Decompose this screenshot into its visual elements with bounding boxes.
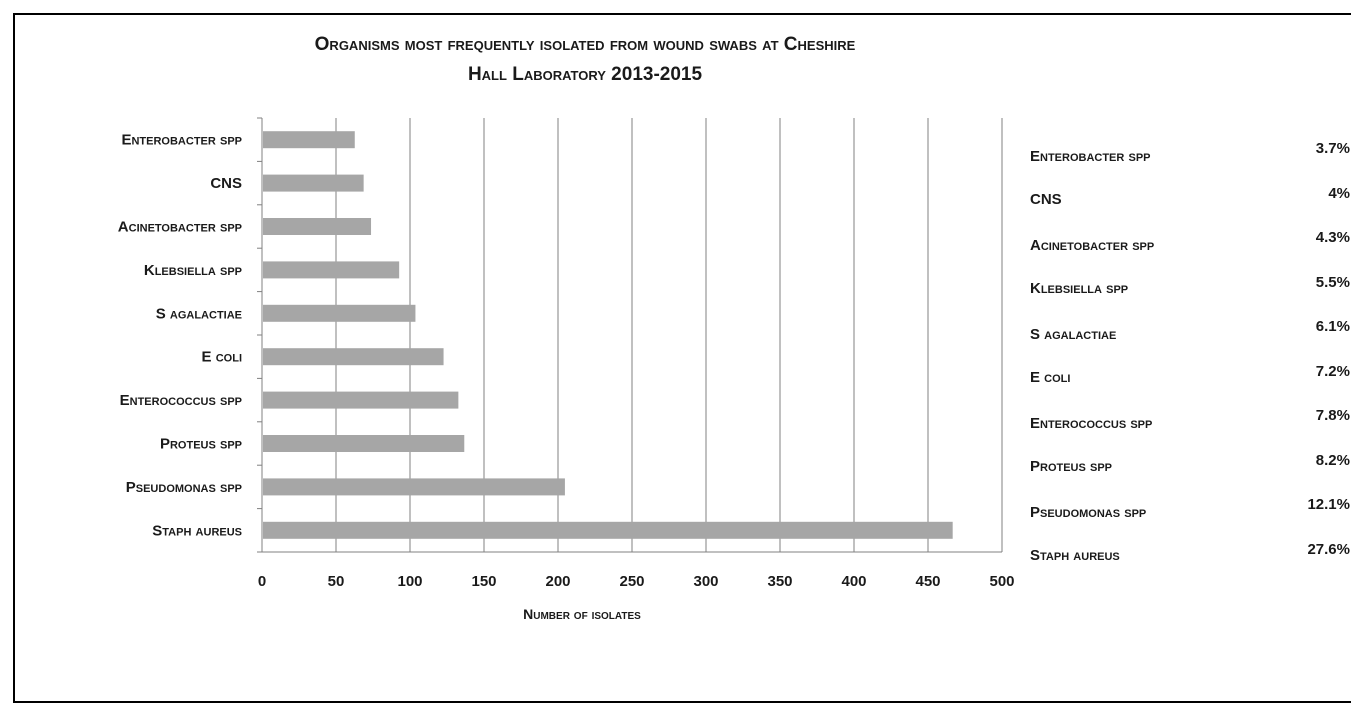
organism-percent: 5.5% xyxy=(1315,273,1350,291)
organism-percent: 7.8% xyxy=(1315,407,1350,424)
organism-percent: 8.2% xyxy=(1315,451,1350,469)
percent-row: CNS 4% xyxy=(1030,185,1350,215)
x-axis-label: Number of isolates xyxy=(523,606,641,622)
percent-row: Staph aureus 27.6% xyxy=(1030,541,1350,571)
bar xyxy=(263,218,372,235)
x-tick-label: 200 xyxy=(545,573,570,590)
bar xyxy=(263,391,459,409)
category-label: Pseudomonas spp xyxy=(126,479,242,496)
category-label: Acinetobacter spp xyxy=(118,219,242,236)
bar xyxy=(263,478,565,496)
organism-name: Pseudomonas spp xyxy=(1030,504,1147,521)
x-tick-label: 0 xyxy=(258,573,266,590)
x-tick-label: 150 xyxy=(471,573,496,590)
organism-percent: 27.6% xyxy=(1307,540,1350,558)
category-label: Proteus spp xyxy=(160,436,242,453)
x-tick-label: 450 xyxy=(915,573,940,590)
organism-percent: 4.3% xyxy=(1315,229,1350,246)
x-tick-label: 50 xyxy=(328,573,345,590)
x-tick-label: 350 xyxy=(767,573,792,590)
bar xyxy=(263,348,444,366)
bar xyxy=(263,131,355,149)
category-label: CNS xyxy=(210,175,242,192)
bar xyxy=(263,174,364,192)
organism-name: Klebsiella spp xyxy=(1030,279,1129,297)
organism-name: S agalactiae xyxy=(1030,326,1117,343)
percent-row: Proteus spp 8.2% xyxy=(1030,452,1350,482)
organism-name: Proteus spp xyxy=(1030,457,1113,475)
category-label: Klebsiella spp xyxy=(144,262,242,279)
category-label: Enterobacter spp xyxy=(121,132,242,149)
organism-percent: 6.1% xyxy=(1315,318,1350,335)
percent-row: Enterobacter spp 3.7% xyxy=(1030,140,1350,170)
category-label: E coli xyxy=(202,349,242,366)
organism-name: Staph aureus xyxy=(1030,546,1120,564)
percent-row: Klebsiella spp 5.5% xyxy=(1030,274,1350,304)
x-tick-label: 100 xyxy=(397,573,422,590)
organism-name: E coli xyxy=(1030,368,1071,386)
x-tick-label: 300 xyxy=(693,573,718,590)
bar xyxy=(263,521,953,539)
percent-row: E coli 7.2% xyxy=(1030,363,1350,393)
percent-row: Enterococcus spp 7.8% xyxy=(1030,407,1350,437)
chart-frame xyxy=(13,13,1351,703)
organism-name: Acinetobacter spp xyxy=(1030,237,1155,254)
organism-percent: 3.7% xyxy=(1315,140,1350,157)
bar xyxy=(263,304,416,322)
category-label: S agalactiae xyxy=(156,305,242,322)
category-label: Enterococcus spp xyxy=(120,392,242,409)
organism-percent: 12.1% xyxy=(1307,496,1350,513)
chart-title: Organisms most frequently isolated from … xyxy=(150,30,1020,90)
bar xyxy=(263,261,400,279)
organism-percent: 4% xyxy=(1328,184,1350,202)
organism-percent: 7.2% xyxy=(1315,362,1350,380)
bar-chart: Enterobacter spp CNS Acinetobacter spp Kleb… xyxy=(118,117,1015,622)
percent-row: Acinetobacter spp 4.3% xyxy=(1030,229,1350,259)
bar xyxy=(263,435,465,452)
chart-title-line2: Hall Laboratory 2013-2015 xyxy=(467,64,703,85)
organism-name: Enterococcus spp xyxy=(1030,415,1153,432)
x-tick-label: 500 xyxy=(989,573,1014,590)
x-tick-label: 250 xyxy=(619,573,644,590)
percent-row: Pseudomonas spp 12.1% xyxy=(1030,496,1350,526)
organism-name: CNS xyxy=(1030,190,1062,208)
x-tick-label: 400 xyxy=(841,573,866,590)
category-label: Staph aureus xyxy=(152,522,242,539)
percent-row: S agalactiae 6.1% xyxy=(1030,318,1350,348)
organism-name: Enterobacter spp xyxy=(1030,148,1151,165)
chart-title-line1: Organisms most frequently isolated from … xyxy=(314,34,856,55)
